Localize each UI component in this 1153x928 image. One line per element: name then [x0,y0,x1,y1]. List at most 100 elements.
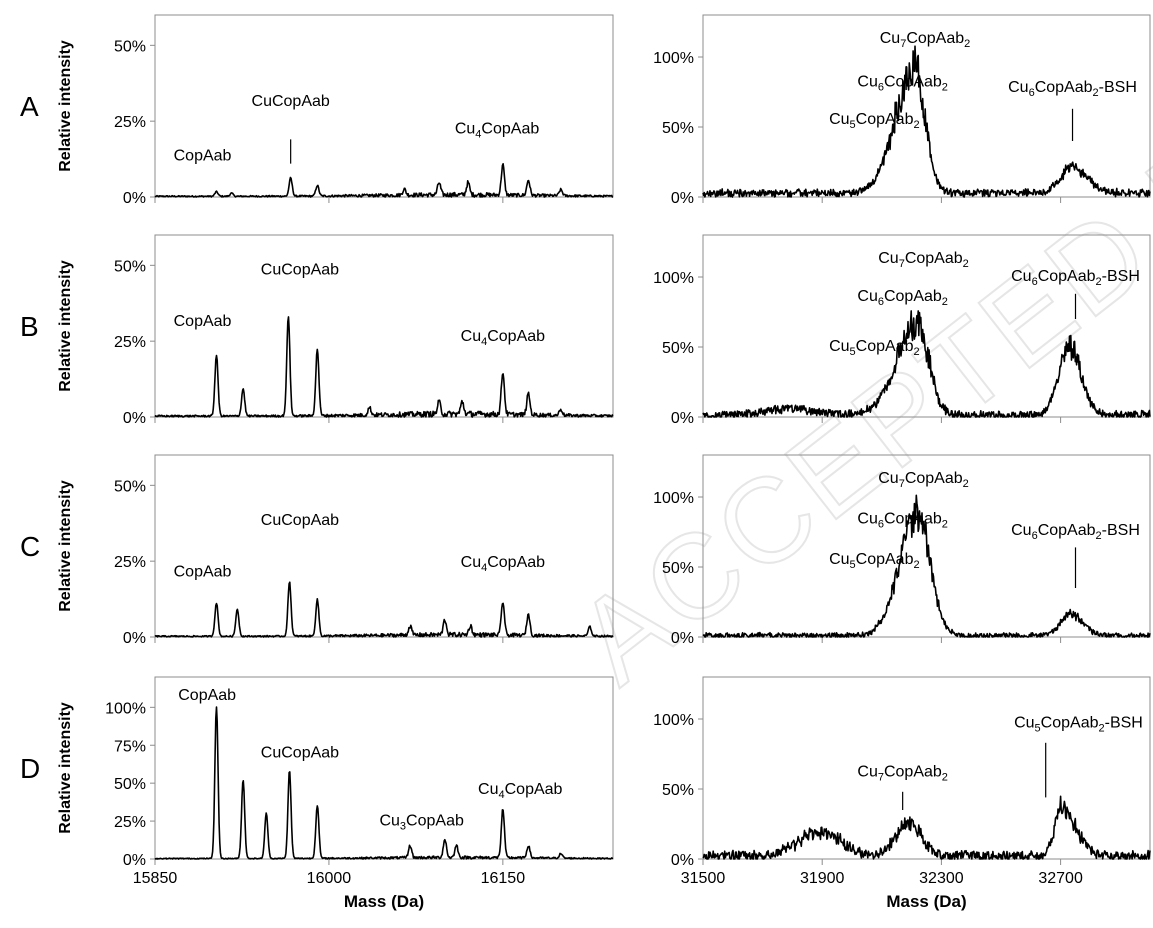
y-tick-label: 0% [671,190,694,207]
peak-label-part: 6 [878,519,884,531]
peak-label-part: CopAab [884,511,942,528]
plot-frame [154,14,614,198]
panel-B-right: 0%50%100%Cu7CopAab2Cu6CopAab2Cu5CopAab2C… [653,234,1151,427]
y-tick-label: 25% [114,114,146,131]
y-tick-label: 50% [114,258,146,275]
peak-label: Cu5CopAab2 [829,551,920,571]
y-tick-label: 25% [114,334,146,351]
y-axis-label: Relative intensity [57,40,74,172]
spectrum-trace [702,45,1151,198]
peak-label-part: 5 [850,559,856,571]
x-axis-label: Mass (Da) [344,892,424,911]
peak-label: Cu6CopAab2 [857,511,948,531]
y-axis-label: Relative intensity [57,480,74,612]
x-axis-label: Mass (Da) [886,892,966,911]
peak-label: CopAab [174,563,232,580]
peak-label-part: 7 [899,478,905,490]
x-tick-label: 16150 [481,870,526,887]
y-tick-label: 0% [123,852,146,869]
x-tick-label: 31500 [681,870,726,887]
y-tick-label: 100% [653,712,694,729]
spectrum-trace [154,316,614,418]
y-tick-label: 0% [123,410,146,427]
peak-label-part: 2 [964,38,970,50]
y-tick-label: 50% [114,478,146,495]
y-axis-label: Relative intensity [57,260,74,392]
y-tick-label: 25% [114,814,146,831]
peak-label: Cu6CopAab2 [857,73,948,93]
plot-frame [702,234,1151,418]
plot-frame [154,234,614,418]
peak-label-part: 4 [481,562,487,574]
peak-label-part: 7 [900,38,906,50]
peak-label-part: CopAab [406,813,464,830]
peak-label: Cu5CopAab2-BSH [1014,714,1143,734]
y-tick-label: 75% [114,738,146,755]
y-tick-label: 100% [653,490,694,507]
panel-C-right: 0%50%100%Cu7CopAab2Cu6CopAab2Cu5CopAab2C… [653,454,1151,647]
peak-label-part: CopAab [178,687,236,704]
peak-label-part: CopAab [487,328,545,345]
peak-label-part: 5 [850,119,856,131]
peak-label: Cu3CopAab [379,813,464,833]
peak-label: Cu4CopAab [461,328,546,348]
peak-label: Cu6CopAab2-BSH [1011,522,1140,542]
peak-label-part: 7 [878,771,884,783]
plot-frame [702,454,1151,638]
x-tick-label: 32700 [1038,870,1083,887]
peak-label-part: CopAab [1038,522,1096,539]
peak-label: Cu4CopAab [455,120,540,140]
peak-label-part: CuCopAab [261,744,339,761]
panel-D-left: 15850 16000 161500%25%50%75%100%CopAabCuCo… [20,676,614,911]
x-tick-label: 31900 [800,870,845,887]
peak-label-part: Cu [878,470,898,487]
peak-label-part: 5 [1035,722,1041,734]
peak-label: Cu6CopAab2 [857,288,948,308]
y-tick-label: 0% [123,190,146,207]
peak-label-part: Cu [1011,268,1031,285]
peak-label-part: 2 [913,559,919,571]
peak-label-part: 2 [913,346,919,358]
peak-label-part: 2 [942,296,948,308]
y-axis-label: Relative intensity [57,702,74,834]
peak-label-part: CopAab [487,554,545,571]
panel-A-right: 0%50%100%Cu7CopAab2Cu6CopAab2Cu5CopAab2C… [653,14,1151,207]
peak-label: Cu6CopAab2-BSH [1008,79,1137,99]
peak-label: Cu5CopAab2 [829,111,920,131]
x-tick-label: 16000 [307,870,352,887]
y-tick-label: 25% [114,554,146,571]
peak-label-part: Cu [857,288,877,305]
peak-label-part: Cu [461,554,481,571]
peak-label-part: CopAab [884,73,942,90]
y-tick-label: 50% [114,776,146,793]
peak-label-part: CopAab [905,470,963,487]
plot-frame [702,676,1151,860]
peak-label-part: 2 [942,771,948,783]
spectrum-trace [702,494,1151,638]
peak-label-part: CopAab [174,563,232,580]
panel-D-right: 31500 31900 32300 327000%50%100%Cu7CopAab2C… [653,676,1151,911]
peak-label-part: CopAab [1035,79,1093,96]
peak-label-part: 2 [963,478,969,490]
peak-label-part: CopAab [505,781,563,798]
y-tick-label: 100% [105,700,146,717]
peak-label: CopAab [178,687,236,704]
y-tick-label: 50% [662,340,694,357]
peak-label: Cu5CopAab2 [829,338,920,358]
peak-label-part: 2 [913,119,919,131]
peak-label: Cu6CopAab2-BSH [1011,268,1140,288]
peak-label: Cu7CopAab2 [857,763,948,783]
peak-label-part: 4 [498,789,504,801]
peak-label: Cu7CopAab2 [878,470,969,490]
spectrum-trace [154,706,614,860]
plot-frame [154,676,614,860]
peak-label-part: -BSH [1102,268,1140,285]
plot-frame [154,454,614,638]
peak-label-part: CopAab [884,288,942,305]
peak-label-part: Cu [880,30,900,47]
peak-label-part: Cu [1014,714,1034,731]
peak-label: CuCopAab [252,93,330,110]
peak-label-part: Cu [455,120,475,137]
peak-label-part: 2 [1096,276,1102,288]
